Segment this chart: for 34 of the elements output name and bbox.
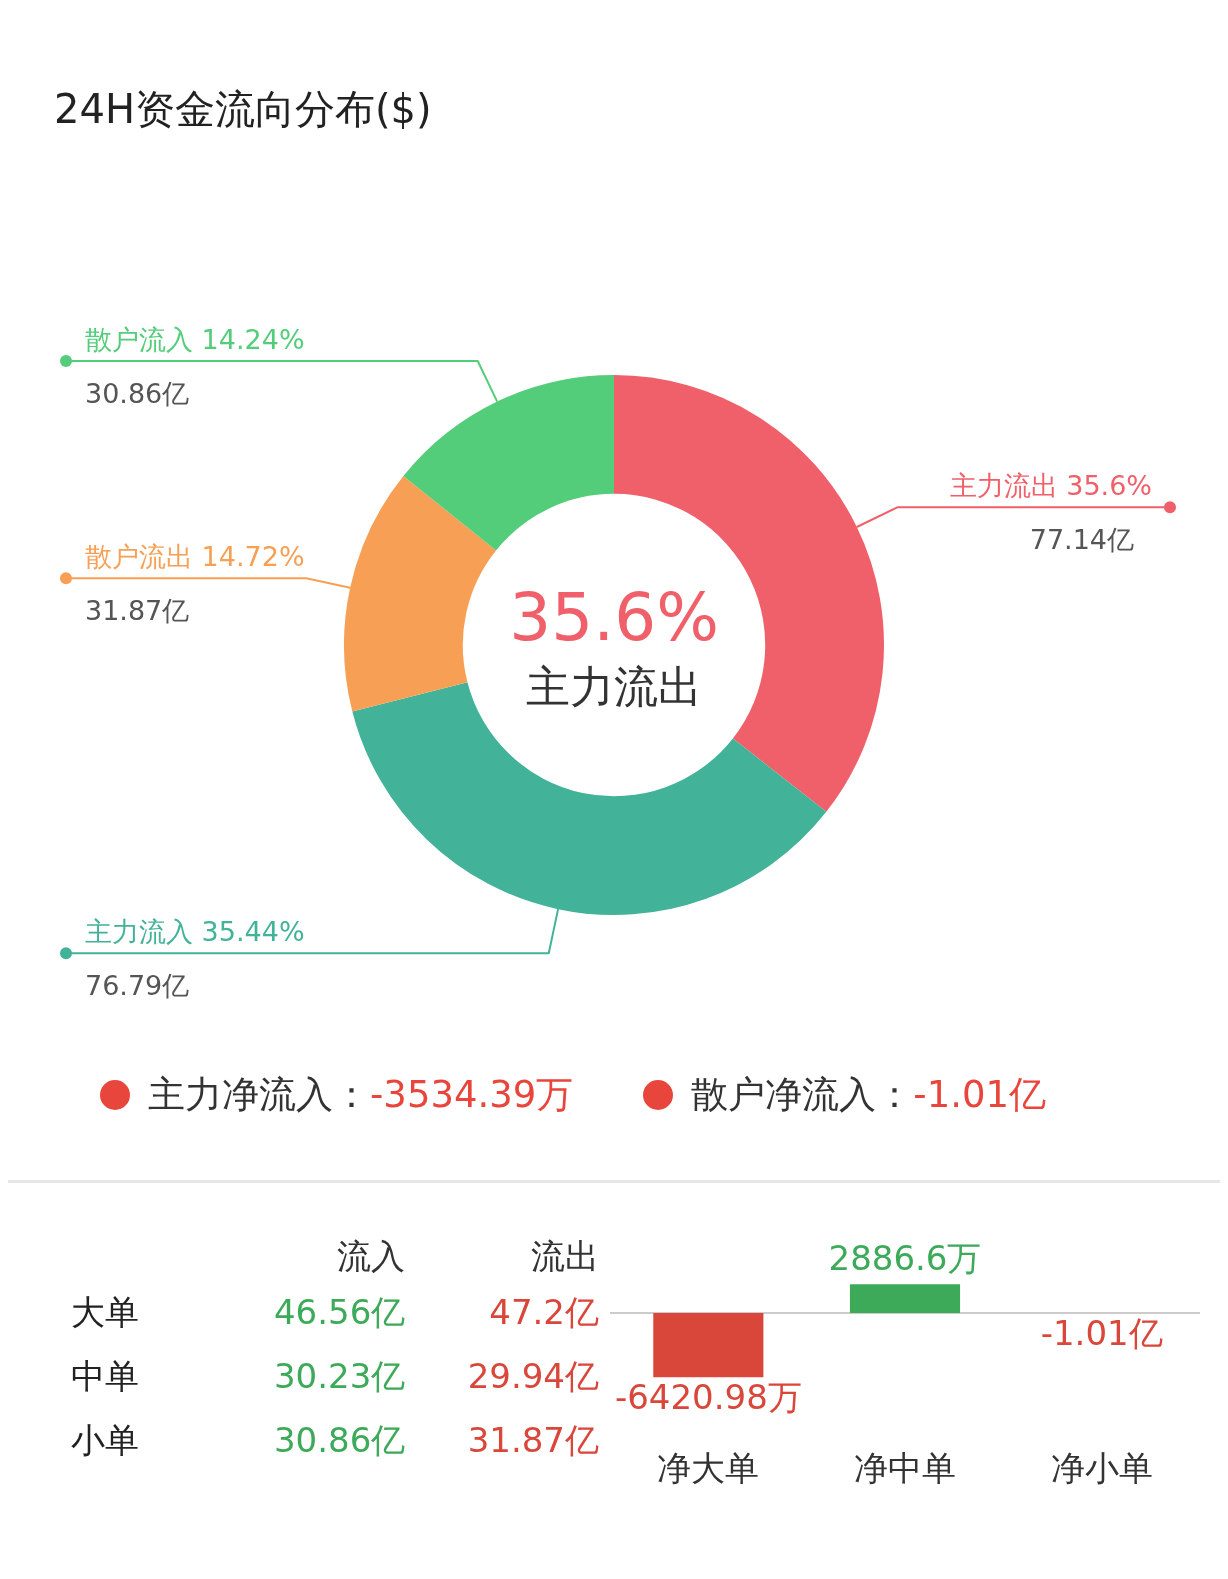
- x-tick-label: 净小单: [1050, 1448, 1153, 1489]
- category-label: 散户净流入: [691, 1072, 877, 1118]
- chart-title: 24H资金流向分布($): [53, 85, 433, 134]
- data-label: -6420.98万: [614, 1377, 802, 1418]
- text: 76.79亿: [85, 970, 190, 1002]
- text: 30.86亿: [273, 1420, 406, 1460]
- text: -3534.39万: [370, 1072, 574, 1118]
- text: 30.23亿: [273, 1356, 406, 1396]
- slice-label: 散户流入 14.24%: [85, 324, 305, 355]
- text: ：: [333, 1072, 370, 1118]
- text: 31.87亿: [467, 1420, 599, 1460]
- slice-label: 主力流出: [526, 661, 702, 712]
- data-label: 2886.6万: [828, 1237, 982, 1278]
- category-label: 流入: [336, 1235, 407, 1278]
- slice-label: 散户流出 14.72%: [85, 541, 305, 573]
- data-label: 35.6%: [509, 579, 719, 656]
- data-label: -1.01亿: [1040, 1312, 1163, 1353]
- text: 31.87亿: [85, 595, 190, 627]
- text: 46.56亿: [273, 1292, 406, 1332]
- text: 30.86亿: [85, 378, 190, 409]
- text: ：: [876, 1073, 914, 1116]
- text: -1.01亿: [913, 1072, 1047, 1118]
- category-label: 大单: [71, 1292, 139, 1332]
- text: 77.14亿: [1029, 524, 1134, 556]
- category-label: 主力净流入: [148, 1072, 333, 1118]
- category-label: 主力流出 35.6%: [949, 470, 1152, 502]
- category-label: 小单: [71, 1420, 139, 1460]
- category-label: 流出: [530, 1235, 600, 1278]
- slice-label: 主力流入 35.44%: [85, 916, 305, 948]
- category-label: 中单: [71, 1356, 139, 1396]
- x-tick-label: 净大单: [657, 1448, 760, 1489]
- x-tick-label: 净中单: [854, 1448, 956, 1489]
- text: 29.94亿: [467, 1356, 599, 1396]
- text: 47.2亿: [489, 1292, 599, 1332]
